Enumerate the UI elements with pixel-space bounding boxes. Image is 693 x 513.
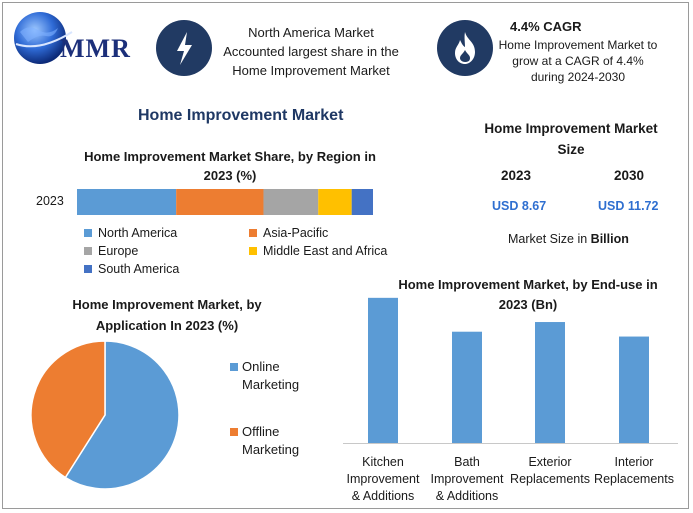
region-bar-segment-middle-east-and-africa [318,189,352,215]
application-chart-title: Home Improvement Market, by Application … [72,297,262,333]
application-pie [30,340,180,490]
region-legend-item-south-america: South America [84,262,179,276]
cagr-text: Home Improvement Market to grow at a CAG… [498,38,658,84]
size-note: Market Size in Billion [508,232,629,246]
region-bar-segment-north-america [77,189,177,215]
flame-icon-circle [437,20,493,76]
flame-icon [455,32,475,64]
globe-icon [14,12,73,64]
legend-label: Middle East and Africa [263,244,388,258]
lightning-icon [177,32,192,65]
legend-label: Europe [98,244,139,258]
region-bar-segment-south-america [351,189,373,215]
region-legend-item-asia-pacific: Asia-Pacific [249,226,328,240]
size-note-unit: Billion [590,232,629,246]
legend-swatch [230,428,238,436]
enduse-bar-kitchen-improvement-additions [368,297,398,443]
legend-label: Asia-Pacific [263,226,329,240]
enduse-bar-bath-improvement-additions [452,331,482,443]
main-title: Home Improvement Market [138,107,344,124]
legend-label: South America [98,262,180,276]
legend-label: Offline Marketing [242,424,300,457]
lightning-icon-circle [156,20,212,76]
region-legend-item-europe: Europe [84,244,138,258]
logo-text: MMR [60,34,131,63]
enduse-bar-exterior-replacements [535,322,565,443]
pie-legend-item-offline-marketing: Offline Marketing [230,423,299,459]
enduse-category-label: Interior Replacements [594,455,674,486]
size-year-2023: 2023 [501,168,532,183]
legend-label: Online Marketing [242,359,300,392]
pie-slice-offline-marketing [30,340,106,479]
cagr-title: 4.4% CAGR [510,19,582,34]
pie-slice-online-marketing [64,340,180,490]
region-bar-segment-asia-pacific [176,189,264,215]
legend-swatch [84,229,92,237]
infographic-frame [2,2,689,509]
region-stacked-bar [77,189,373,215]
logo: MMR [10,8,145,68]
region-legend-item-middle-east-and-africa: Middle East and Africa [249,244,387,258]
size-year-2030: 2030 [614,168,645,183]
enduse-chart-title: Home Improvement Market, by End-use in 2… [398,277,658,312]
region-category-label: 2023 [36,194,64,208]
legend-swatch [84,247,92,255]
enduse-bar-chart [343,297,678,444]
legend-swatch [249,229,257,237]
legend-swatch [249,247,257,255]
size-note-prefix: Market Size in [508,232,591,246]
size-value-2023: USD 8.67 [492,199,547,213]
size-title: Home Improvement Market Size [484,121,658,157]
north-america-note: North America Market Accounted largest s… [223,25,399,78]
enduse-bar-interior-replacements [619,336,649,443]
region-bar-segment-europe [263,189,319,215]
size-value-2030: USD 11.72 [598,199,659,213]
region-legend-item-north-america: North America [84,226,177,240]
region-chart-title: Home Improvement Market Share, by Region… [84,149,376,183]
enduse-category-label: Exterior Replacements [510,455,590,486]
enduse-category-label: Bath Improvement & Additions [430,455,504,503]
pie-legend-item-online-marketing: Online Marketing [230,358,299,394]
legend-swatch [230,363,238,371]
legend-label: North America [98,226,178,240]
legend-swatch [84,265,92,273]
enduse-category-label: Kitchen Improvement & Additions [346,455,420,503]
